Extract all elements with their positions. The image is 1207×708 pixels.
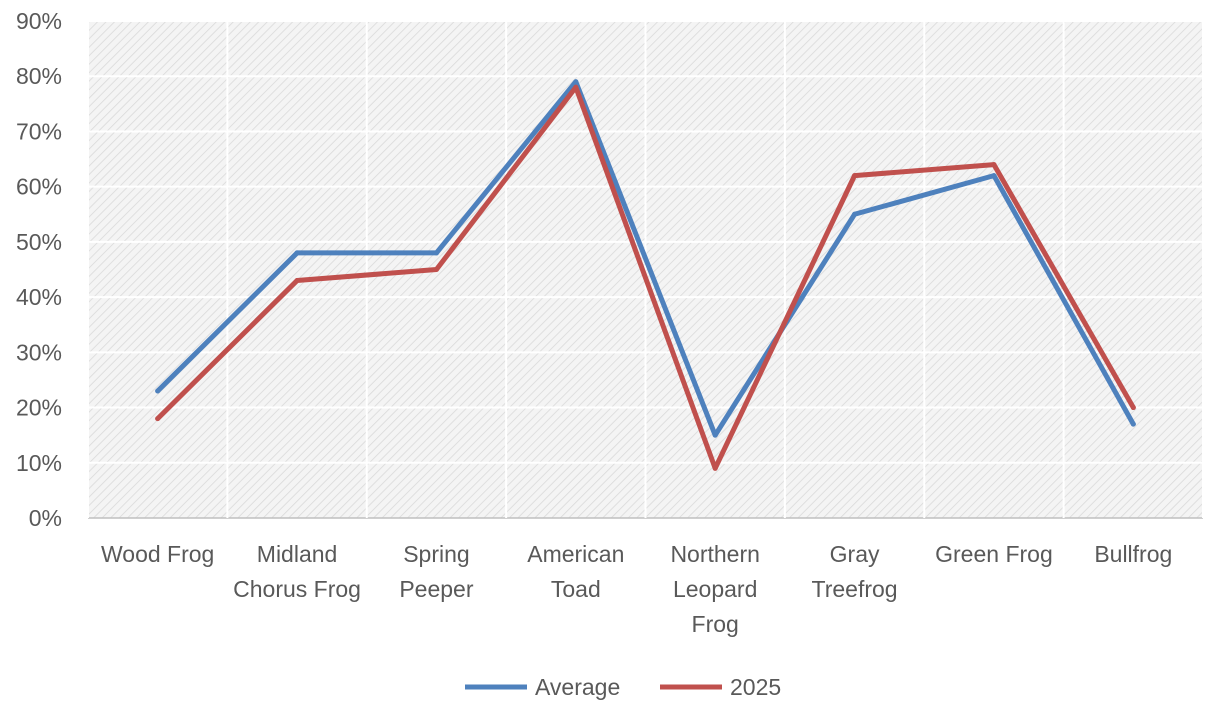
y-tick-label: 30%	[16, 339, 62, 365]
data-point	[1130, 405, 1136, 411]
data-point	[991, 173, 997, 179]
data-point	[155, 388, 161, 394]
y-tick-label: 50%	[16, 229, 62, 255]
y-tick-label: 10%	[16, 450, 62, 476]
data-point	[1130, 421, 1136, 427]
y-tick-label: 0%	[29, 505, 62, 531]
legend-item-2025[interactable]: 2025	[660, 674, 781, 700]
y-tick-label: 20%	[16, 395, 62, 421]
x-category-label: Spring Peeper	[399, 541, 474, 602]
series-line-average	[155, 79, 1136, 438]
data-point	[573, 84, 579, 90]
x-category-label: Wood Frog	[101, 541, 214, 567]
data-point	[573, 79, 579, 85]
data-point	[155, 416, 161, 422]
legend[interactable]: Average 2025	[465, 674, 781, 700]
x-category-label: Gray Treefrog	[812, 541, 898, 602]
data-point	[433, 250, 439, 256]
y-tick-label: 90%	[16, 8, 62, 34]
y-tick-label: 80%	[16, 63, 62, 89]
x-category-label: Green Frog	[935, 541, 1053, 567]
series-group	[155, 79, 1136, 471]
x-category-label: Northern Leopard Frog	[670, 541, 759, 637]
y-axis: 0% 10% 20% 30% 40% 50% 60% 70% 80% 90%	[16, 8, 62, 531]
x-category-label: Midland Chorus Frog	[233, 541, 361, 602]
legend-label: 2025	[730, 674, 781, 700]
x-category-label: American Toad	[527, 541, 624, 602]
x-category-label: Bullfrog	[1094, 541, 1172, 567]
data-point	[433, 267, 439, 272]
y-tick-label: 40%	[16, 284, 62, 310]
data-point	[852, 211, 858, 217]
data-point	[712, 465, 718, 471]
data-point	[852, 173, 858, 179]
legend-item-average[interactable]: Average	[465, 674, 620, 700]
data-point	[294, 278, 300, 284]
data-point	[294, 250, 300, 256]
series-line-2025	[155, 84, 1136, 471]
gridlines	[87, 20, 1204, 519]
data-point	[712, 432, 718, 438]
legend-label: Average	[535, 674, 620, 700]
y-tick-label: 70%	[16, 118, 62, 144]
data-point	[991, 162, 997, 168]
y-tick-label: 60%	[16, 174, 62, 200]
x-axis: Wood Frog Midland Chorus Frog Spring Peeper A…	[101, 541, 1172, 637]
